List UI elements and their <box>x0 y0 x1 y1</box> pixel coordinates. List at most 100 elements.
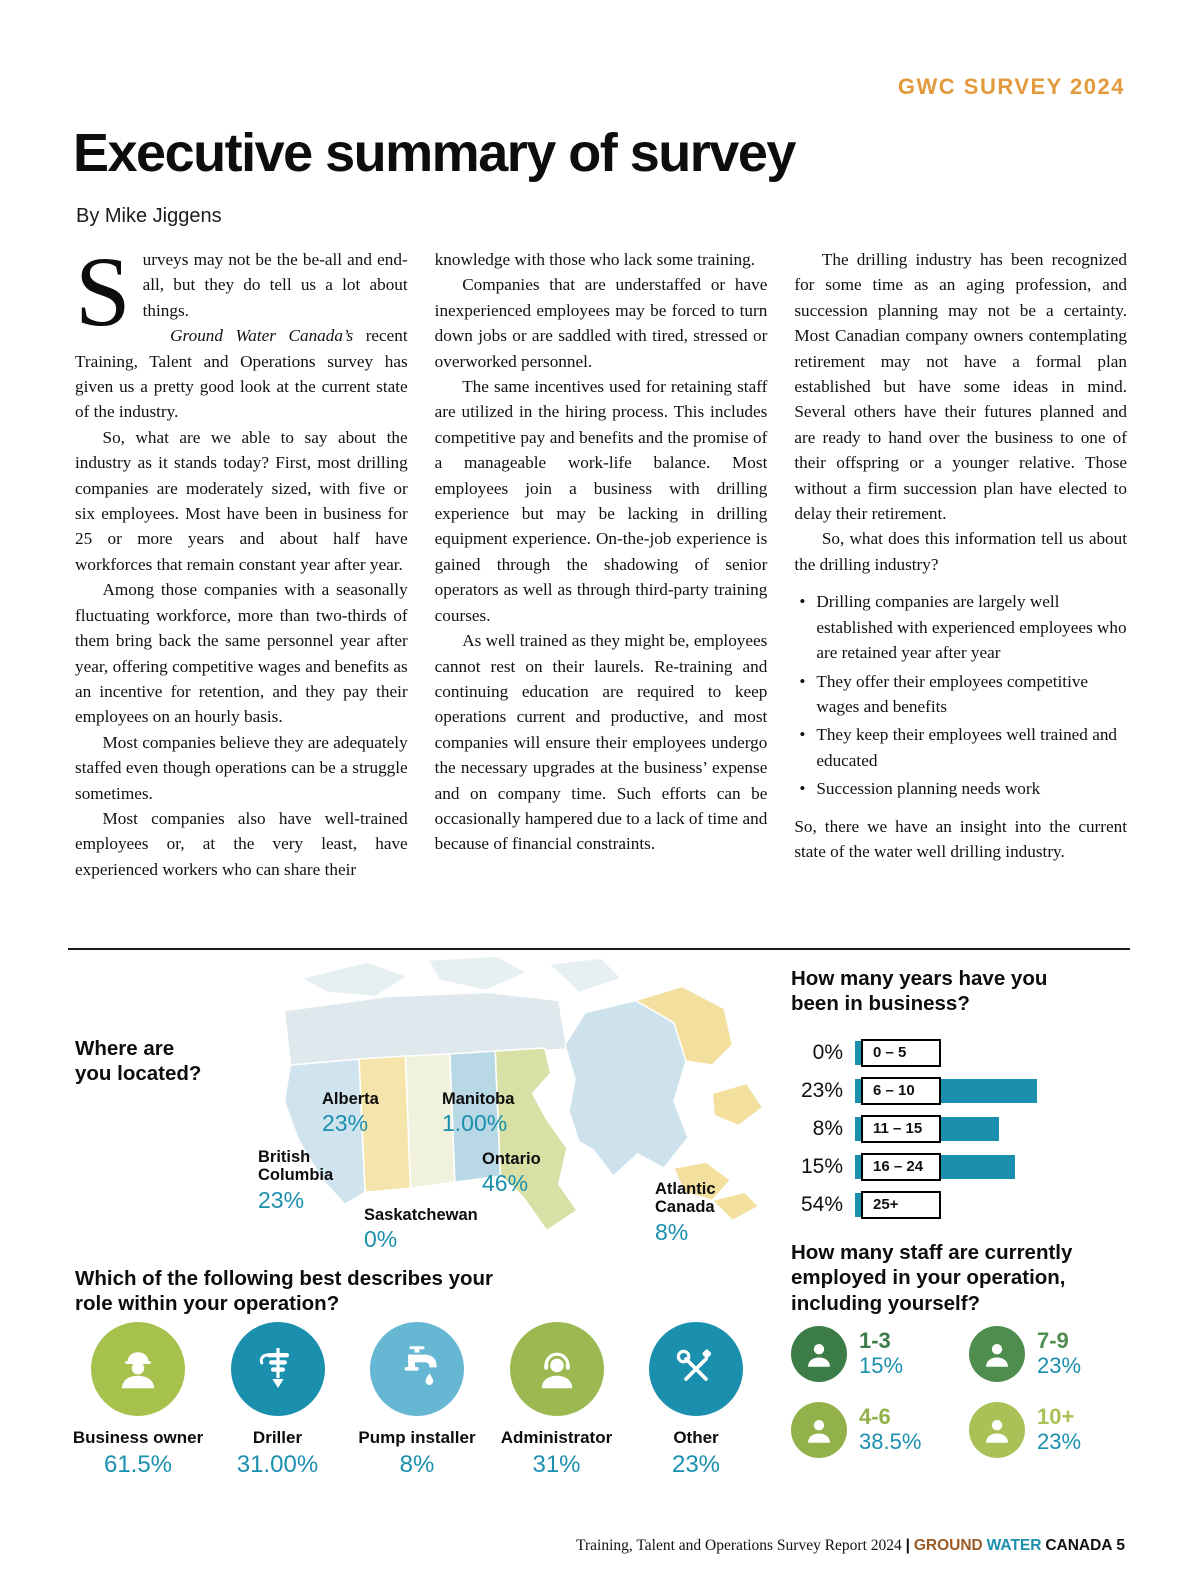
brand-water: WATER <box>986 1537 1042 1554</box>
region-value: 46% <box>482 1170 529 1197</box>
list-item: Drilling companies are largely well esta… <box>794 589 1127 665</box>
province-ontario <box>494 1047 578 1232</box>
map-label-alberta: Alberta 23% <box>322 1090 379 1137</box>
person-icon <box>986 1344 1008 1367</box>
region-nova-scotia <box>711 1191 760 1222</box>
role-label: Driller <box>252 1428 303 1447</box>
paragraph: Ground Water Canada’s recent Training, T… <box>75 323 408 425</box>
role-percent: 31.00% <box>236 1451 319 1478</box>
role-item: Pump installer 8% <box>349 1322 485 1479</box>
years-percent: 8% <box>812 1117 843 1140</box>
role-circle <box>91 1322 185 1416</box>
years-row: 23% 6 – 10 <box>791 1072 1136 1110</box>
paragraph: As well trained as they might be, employ… <box>434 631 768 854</box>
region-name: Manitoba <box>442 1090 515 1108</box>
roles-row: Business owner 61.5% Driller 31.00% <box>70 1322 764 1479</box>
region-labrador <box>634 985 734 1066</box>
role-item: Driller 31.00% <box>210 1322 346 1479</box>
arctic-island <box>300 961 409 998</box>
paragraph: Among those companies with a seasonally … <box>75 580 408 727</box>
years-percent: 23% <box>800 1079 843 1102</box>
region-value: 23% <box>258 1186 305 1213</box>
role-label: Administrator <box>500 1428 613 1447</box>
role-circle <box>649 1322 743 1416</box>
years-chart: 0% 0 – 5 23% 6 – 10 8% 11 – 15 15% 16 – … <box>791 1034 1136 1224</box>
paragraph: The same incentives used for retaining s… <box>434 377 768 625</box>
staff-percent: 23% <box>1037 1353 1082 1379</box>
region-value: 23% <box>322 1110 369 1137</box>
person-icon <box>808 1420 830 1443</box>
takeaway-list: Drilling companies are largely well esta… <box>794 589 1127 802</box>
staff-percent: 15% <box>859 1353 904 1379</box>
list-item: They keep their employees well trained a… <box>794 722 1127 773</box>
years-percent: 15% <box>800 1155 843 1178</box>
paragraph: So, there we have an insight into the cu… <box>794 816 1127 861</box>
role-circle <box>370 1322 464 1416</box>
years-row: 54% 25+ <box>791 1186 1136 1224</box>
staff-question: How many staff are currently employed in… <box>791 1241 1073 1315</box>
staff-circle <box>969 1402 1025 1458</box>
article-column-2: knowledge with those who lack some train… <box>435 247 768 915</box>
footer-separator: | <box>905 1537 910 1554</box>
role-label: Business owner <box>72 1428 204 1447</box>
years-percent: 54% <box>800 1193 843 1216</box>
staff-range: 7-9 <box>1037 1328 1069 1354</box>
staff-item: 10+ 23% <box>969 1402 1143 1458</box>
paragraph: The drilling industry has been recognize… <box>794 250 1127 524</box>
page-title: Executive summary of survey <box>73 123 796 183</box>
person-icon <box>986 1420 1008 1443</box>
role-circle <box>230 1322 325 1416</box>
paragraph: Companies that are understaffed or have … <box>434 275 768 371</box>
region-value: 8% <box>655 1218 689 1245</box>
paragraph: knowledge with those who lack some train… <box>434 250 755 269</box>
region-name: British Columbia <box>258 1148 334 1185</box>
role-percent: 23% <box>671 1451 721 1478</box>
staff-range: 4-6 <box>859 1404 891 1430</box>
region-name: Alberta <box>322 1090 379 1108</box>
section-divider <box>68 948 1130 950</box>
staff-item: 4-6 38.5% <box>791 1402 969 1458</box>
years-question: How many years have you been in business… <box>791 967 1048 1016</box>
role-item: Administrator 31% <box>489 1322 625 1479</box>
region-value: 0% <box>364 1226 398 1253</box>
paragraph: Most companies also have well-trained em… <box>75 808 408 879</box>
staff-percent: 38.5% <box>859 1429 922 1455</box>
article-column-3: The drilling industry has been recognize… <box>794 247 1127 915</box>
years-range-box: 16 – 24 <box>861 1153 941 1181</box>
tools-icon <box>676 1349 712 1381</box>
list-item: They offer their employees competitive w… <box>794 669 1127 720</box>
role-percent: 61.5% <box>103 1451 173 1478</box>
brand-ground: GROUND <box>913 1537 983 1554</box>
role-label: Pump installer <box>358 1428 476 1447</box>
map-question: Where are you located? <box>75 1037 202 1086</box>
person-icon <box>808 1344 830 1367</box>
staff-item: 7-9 23% <box>969 1326 1143 1382</box>
canada-map <box>246 952 791 1267</box>
region-name: Ontario <box>482 1150 541 1168</box>
years-range-box: 11 – 15 <box>861 1115 941 1143</box>
staff-grid: 1-3 15% 7-9 23% 4-6 38.5% <box>791 1326 1143 1458</box>
drill-icon <box>259 1348 289 1388</box>
region-value: 1.00% <box>442 1110 508 1137</box>
paragraph: Most companies believe they are adequate… <box>75 732 408 803</box>
role-percent: 8% <box>399 1451 435 1478</box>
drop-cap: S <box>75 247 131 347</box>
staff-range: 10+ <box>1037 1404 1075 1430</box>
role-item: Business owner 61.5% <box>70 1322 206 1479</box>
canada-map-svg <box>283 955 764 1232</box>
region-name: Saskatchewan <box>364 1206 478 1224</box>
map-label-atlantic-canada: Atlantic Canada 8% <box>655 1180 725 1245</box>
staff-percent: 23% <box>1037 1429 1082 1455</box>
years-row: 8% 11 – 15 <box>791 1110 1136 1148</box>
years-percent: 0% <box>812 1041 843 1064</box>
role-label: Other <box>673 1428 719 1447</box>
worker-icon <box>122 1352 154 1389</box>
byline: By Mike Jiggens <box>76 205 222 227</box>
issue-tag: GWC SURVEY 2024 <box>897 74 1125 99</box>
brand-canada: CANADA <box>1045 1537 1113 1554</box>
years-range-box: 25+ <box>861 1191 941 1219</box>
admin-headset-icon <box>541 1352 572 1389</box>
map-label-manitoba: Manitoba 1.00% <box>442 1090 514 1137</box>
